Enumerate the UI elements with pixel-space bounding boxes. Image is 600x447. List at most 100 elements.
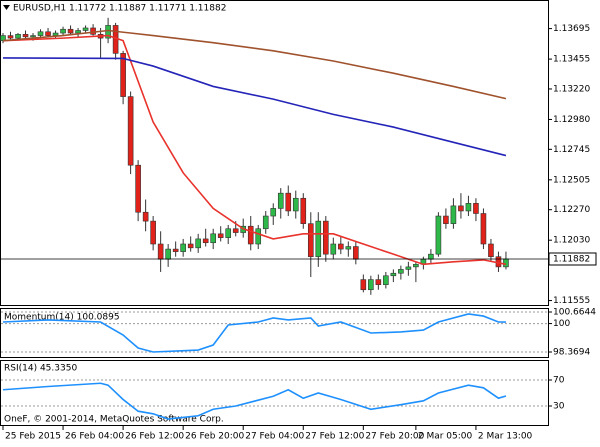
- candle-body: [338, 243, 344, 250]
- candle-body: [488, 243, 494, 258]
- candle-body: [255, 228, 262, 245]
- candle-body: [187, 243, 194, 249]
- candle-body: [413, 264, 419, 268]
- candle-body: [75, 30, 81, 34]
- candle-body: [247, 225, 254, 245]
- candle-body: [217, 233, 224, 238]
- candle-body: [353, 246, 359, 260]
- candle-body: [428, 253, 434, 260]
- x-tick-label: 2 Mar 13:00: [478, 432, 533, 442]
- candle-body: [262, 215, 269, 230]
- candle-body: [67, 28, 74, 34]
- momentum-panel: [0, 308, 549, 358]
- y-tick-label: 1.11555: [553, 296, 590, 306]
- chart-title: EURUSD,H1 1.11772 1.11887 1.11771 1.1188…: [13, 4, 226, 14]
- candle-body: [232, 228, 239, 233]
- candle-body: [450, 205, 457, 224]
- line: [2, 57, 507, 157]
- candle-body: [368, 279, 374, 291]
- x-tick-label: 26 Feb 12:00: [125, 432, 184, 442]
- candle-body: [375, 279, 382, 285]
- x-tick-label: 27 Feb 12:00: [305, 432, 364, 442]
- candle-body: [195, 238, 201, 249]
- candle-body: [330, 243, 337, 255]
- candle-body: [60, 28, 66, 34]
- candle-body: [503, 258, 509, 268]
- candle-body: [15, 34, 21, 39]
- candle-body: [150, 220, 156, 245]
- candle-body: [120, 53, 126, 97]
- candle-body: [157, 243, 164, 260]
- rsi-panel: [0, 360, 549, 426]
- candle-body: [322, 220, 329, 255]
- x-tick-label: 26 Feb 04:00: [65, 432, 124, 442]
- candle-body: [30, 35, 36, 38]
- candle-body: [165, 248, 171, 260]
- candle-body: [37, 31, 44, 36]
- y-tick-label: 30: [553, 402, 565, 412]
- candle-body: [443, 215, 449, 224]
- candle-body: [135, 164, 141, 213]
- candle-body: [383, 275, 389, 285]
- candle-body: [225, 228, 232, 238]
- candle-body: [180, 243, 186, 252]
- candle-body: [465, 203, 472, 212]
- y-tick-label: 1.12270: [553, 205, 590, 215]
- candle-body: [202, 238, 209, 244]
- y-tick-label: 100.6644: [553, 308, 596, 318]
- candle-body: [270, 208, 277, 217]
- y-tick-label: 1.13695: [553, 24, 590, 34]
- candle-body: [360, 279, 367, 291]
- candle-body: [7, 35, 14, 39]
- x-tick-label: 27 Feb 20:00: [365, 432, 424, 442]
- x-tick-label: 27 Feb 04:00: [245, 432, 304, 442]
- line: [2, 34, 507, 266]
- candle-body: [398, 269, 404, 274]
- line: [2, 313, 506, 353]
- y-tick-label: 1.12030: [553, 236, 590, 246]
- copyright: OneF, © 2001-2014, MetaQuotes Software C…: [4, 415, 224, 425]
- candle-body: [390, 272, 397, 277]
- y-tick-label: 1.12745: [553, 145, 590, 155]
- candle-body: [90, 27, 96, 35]
- main-panel: [0, 0, 549, 306]
- candle-body: [127, 96, 134, 166]
- candle-body: [435, 215, 442, 255]
- candle-body: [105, 25, 111, 39]
- candle-body: [405, 266, 412, 270]
- candle-body: [345, 246, 352, 250]
- candle-body: [285, 192, 292, 212]
- y-tick-label: 1.12505: [553, 175, 590, 185]
- candle-body: [292, 197, 299, 212]
- candle-body: [142, 211, 149, 222]
- y-tick-label: 98.3694: [553, 348, 590, 358]
- candle-body: [480, 213, 487, 245]
- menu-icon: [3, 5, 10, 10]
- line: [2, 29, 507, 100]
- candle-body: [300, 197, 307, 224]
- candle-body: [22, 34, 29, 38]
- y-tick-label: 1.13220: [553, 84, 590, 94]
- rsi-title: RSI(14) 45.3350: [4, 364, 77, 374]
- candle-body: [210, 233, 216, 244]
- candle-body: [52, 32, 59, 36]
- candle-body: [277, 192, 284, 209]
- y-tick-label: 100: [553, 319, 570, 329]
- candle-body: [315, 220, 322, 258]
- x-tick-label: 2 Mar 05:00: [418, 432, 473, 442]
- y-tick-label: 70: [553, 376, 565, 386]
- candle-body: [458, 205, 464, 212]
- y-tick-label: 1.12980: [553, 115, 590, 125]
- momentum-title: Momentum(14) 100.0895: [4, 313, 120, 323]
- candle-body: [82, 27, 89, 31]
- y-tick-label: 1.13455: [553, 55, 590, 65]
- last-price-label: 1.11882: [553, 254, 590, 264]
- x-tick-label: 26 Feb 20:00: [185, 432, 244, 442]
- x-tick-label: 25 Feb 2015: [5, 432, 61, 442]
- line: [2, 382, 507, 420]
- candle-body: [172, 248, 179, 252]
- candle-body: [45, 31, 51, 36]
